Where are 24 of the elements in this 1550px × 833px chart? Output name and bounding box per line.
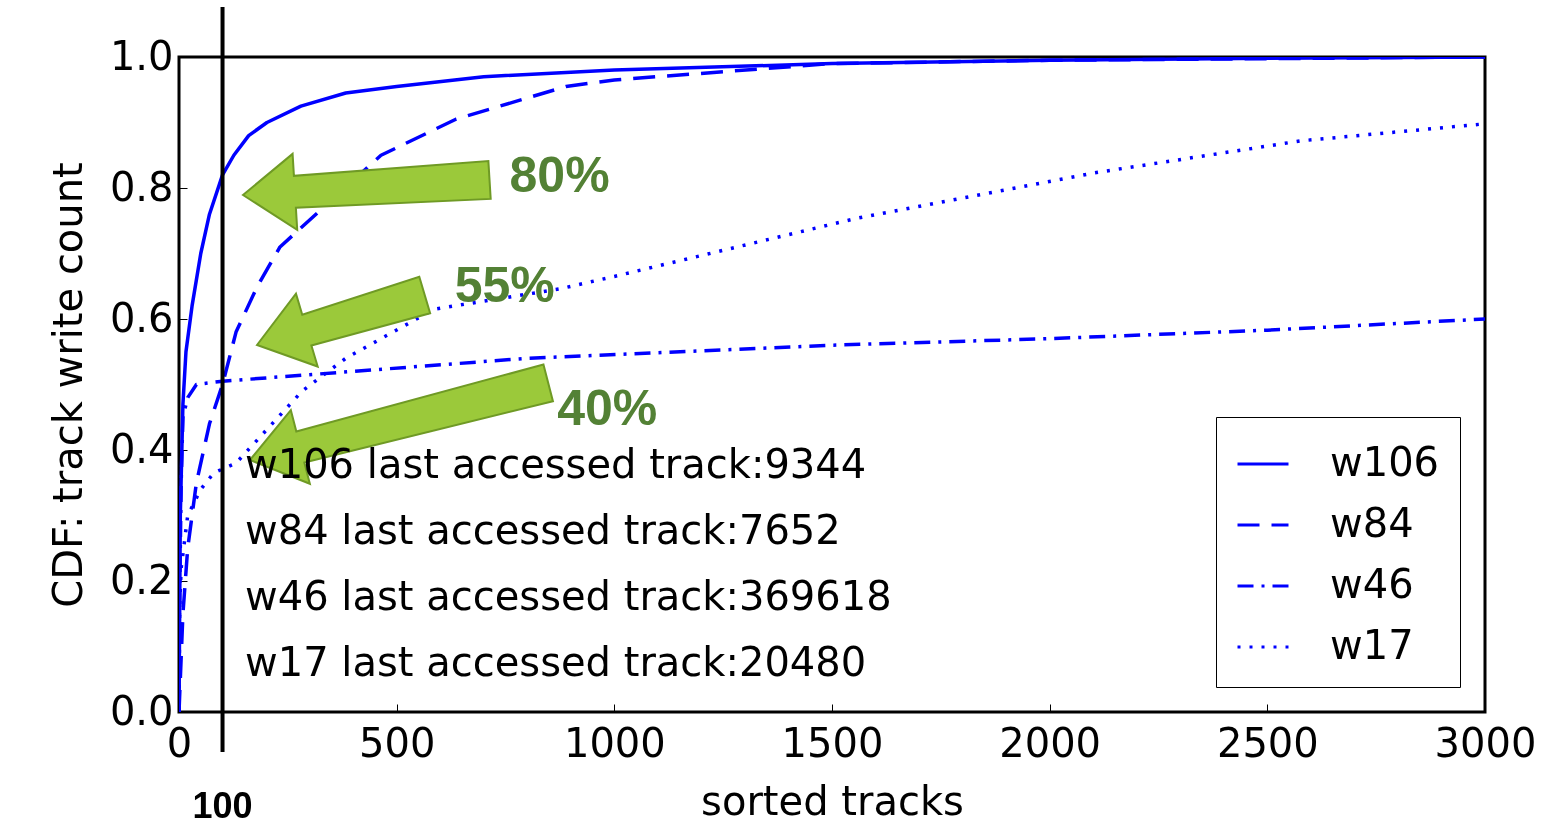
x-tick-label: 2000 — [999, 719, 1102, 766]
ref-line-label: 100 — [192, 785, 253, 826]
legend-label: w84 — [1330, 500, 1414, 546]
y-tick-label: 1.0 — [109, 32, 174, 79]
x-tick-label: 1500 — [781, 719, 884, 766]
legend-label: w106 — [1330, 439, 1440, 485]
annotation: w46 last accessed track:369618 — [245, 573, 892, 619]
y-tick-label: 0.4 — [109, 425, 174, 472]
annotation: 55% — [454, 257, 555, 313]
x-tick-label: 2500 — [1216, 719, 1319, 766]
annotation: 80% — [509, 146, 610, 203]
x-axis-title: sorted tracks — [701, 777, 964, 824]
y-tick-label: 0.8 — [109, 163, 174, 210]
y-axis-title: CDF: track write count — [44, 162, 91, 608]
x-tick-label: 500 — [358, 719, 436, 766]
annotation: w84 last accessed track:7652 — [245, 507, 841, 553]
y-tick-label: 0.6 — [109, 294, 174, 341]
legend-label: w46 — [1330, 561, 1414, 607]
x-tick-label: 3000 — [1434, 719, 1537, 766]
legend-label: w17 — [1330, 622, 1414, 668]
annotation: 40% — [557, 379, 658, 436]
annotation: w17 last accessed track:20480 — [245, 639, 867, 685]
y-tick-label: 0.2 — [109, 556, 174, 603]
x-tick-label: 1000 — [563, 719, 666, 766]
